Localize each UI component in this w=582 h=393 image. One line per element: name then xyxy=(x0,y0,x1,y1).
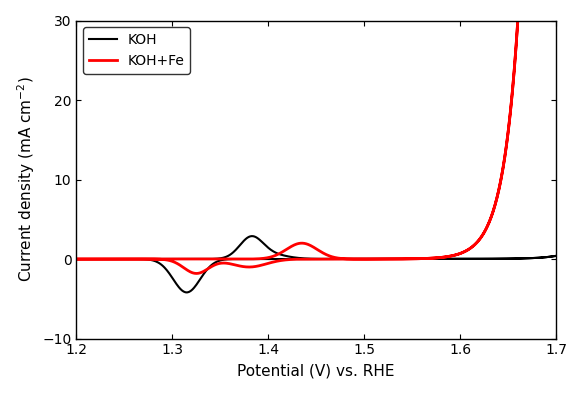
KOH xyxy=(470,257,477,261)
KOH xyxy=(73,257,80,261)
KOH+Fe xyxy=(73,257,80,261)
KOH xyxy=(420,257,427,261)
KOH+Fe xyxy=(420,256,427,261)
KOH+Fe xyxy=(73,257,80,261)
KOH xyxy=(87,257,94,261)
Line: KOH+Fe: KOH+Fe xyxy=(76,0,556,274)
KOH+Fe xyxy=(87,257,94,261)
Line: KOH: KOH xyxy=(76,236,556,292)
KOH+Fe xyxy=(210,257,217,261)
KOH+Fe xyxy=(470,243,477,248)
Legend: KOH, KOH+Fe: KOH, KOH+Fe xyxy=(83,28,190,73)
KOH xyxy=(73,257,80,261)
KOH+Fe xyxy=(466,247,473,252)
KOH xyxy=(154,260,161,264)
X-axis label: Potential (V) vs. RHE: Potential (V) vs. RHE xyxy=(237,363,395,378)
KOH+Fe xyxy=(154,257,161,261)
KOH xyxy=(183,290,190,295)
KOH xyxy=(210,257,217,261)
Y-axis label: Current density (mA cm$^{-2}$): Current density (mA cm$^{-2}$) xyxy=(15,77,37,283)
KOH+Fe xyxy=(193,271,200,276)
KOH xyxy=(249,234,255,239)
KOH xyxy=(466,257,473,261)
